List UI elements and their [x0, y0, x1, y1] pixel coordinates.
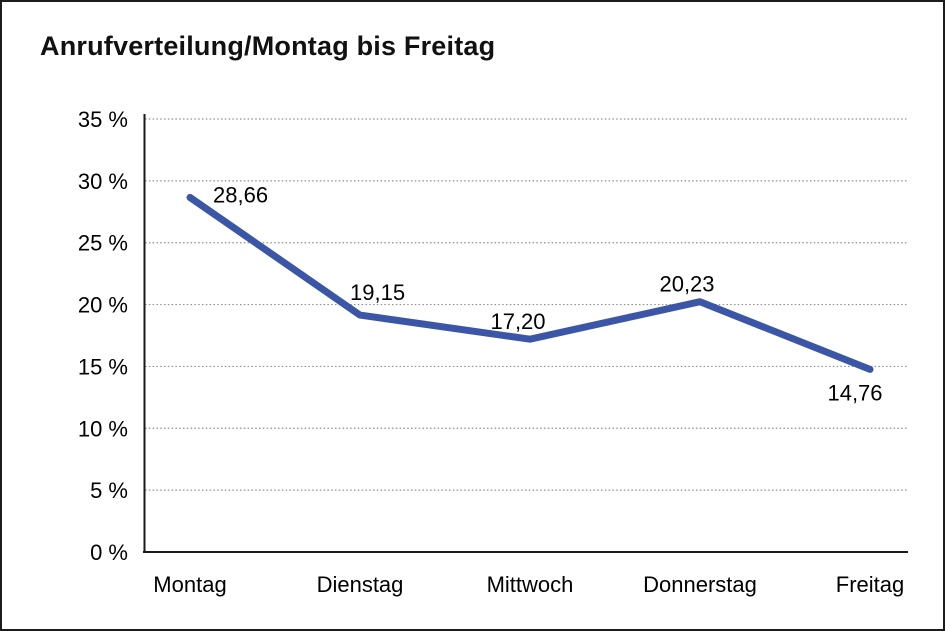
- y-tick-label: 10 %: [78, 416, 128, 441]
- chart-title: Anrufverteilung/Montag bis Freitag: [40, 31, 496, 61]
- x-category-label: Dienstag: [317, 572, 404, 597]
- data-point-label: 17,20: [490, 309, 545, 334]
- data-point-label: 28,66: [213, 182, 268, 207]
- y-tick-label: 20 %: [78, 293, 128, 318]
- x-category-label: Mittwoch: [487, 572, 574, 597]
- data-point-label: 19,15: [350, 280, 405, 305]
- y-tick-label: 0 %: [90, 540, 128, 565]
- y-tick-label: 15 %: [78, 354, 128, 379]
- data-line: [186, 193, 874, 373]
- y-tick-label: 35 %: [78, 107, 128, 132]
- x-category-label: Freitag: [836, 572, 904, 597]
- x-category-label: Donnerstag: [643, 572, 757, 597]
- data-point-label: 20,23: [659, 272, 714, 297]
- y-tick-label: 5 %: [90, 478, 128, 503]
- x-category-label: Montag: [153, 572, 226, 597]
- y-tick-label: 30 %: [78, 169, 128, 194]
- data-point-label: 14,76: [827, 380, 882, 405]
- y-tick-label: 25 %: [78, 231, 128, 256]
